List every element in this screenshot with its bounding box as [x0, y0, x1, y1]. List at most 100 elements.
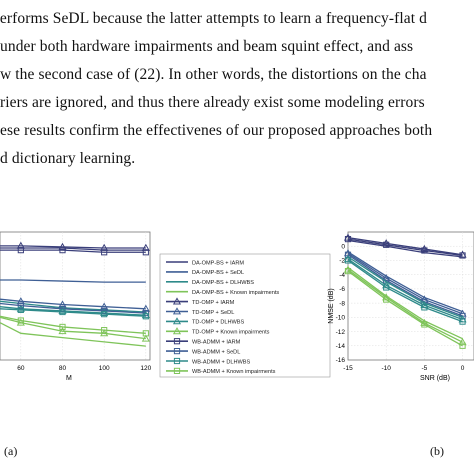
- series-line: [347, 259, 463, 323]
- series-line: [0, 245, 146, 249]
- data-point: [101, 327, 108, 334]
- x-tick-label: 0: [461, 365, 465, 372]
- y-tick-label: 0: [341, 243, 345, 250]
- data-point: [383, 284, 390, 291]
- legend-label: WB-ADMM + SeDL: [192, 349, 240, 355]
- data-point: [343, 254, 353, 262]
- data-point: [141, 310, 150, 319]
- data-point: [17, 306, 24, 313]
- legend-marker: [172, 307, 182, 315]
- data-point: [101, 311, 108, 318]
- data-point: [100, 308, 109, 316]
- series-line: [347, 267, 463, 340]
- data-point: [459, 318, 466, 325]
- data-point: [17, 302, 24, 309]
- series-line: [0, 308, 146, 317]
- series-line: [347, 254, 463, 317]
- legend-label: WB-ADMM + Known impairments: [192, 369, 276, 375]
- legend-marker: [173, 357, 181, 365]
- legend-label: TD-OMP + SeDL: [192, 310, 234, 316]
- data-point: [142, 330, 149, 337]
- legend-label: DA-OMP-BS + SeDL: [192, 270, 244, 276]
- data-point: [59, 247, 66, 254]
- x-tick-label: 100: [99, 365, 110, 372]
- paragraph-line-3: w the second case of (22). In other word…: [0, 66, 427, 83]
- data-point: [16, 318, 25, 326]
- chart-b-ylabel: NMSE (dB): [328, 288, 335, 323]
- series-line: [0, 302, 146, 314]
- data-point: [17, 247, 24, 254]
- data-point: [343, 233, 353, 241]
- data-point: [420, 244, 429, 252]
- legend-label: DA-OMP-BS + DLHWBS: [192, 280, 254, 286]
- data-point: [16, 241, 25, 249]
- x-tick-label: 80: [59, 365, 67, 372]
- data-point: [59, 308, 66, 316]
- data-point: [459, 342, 466, 349]
- chart-b-xlabel: SNR (dB): [420, 375, 450, 382]
- legend-marker: [172, 297, 182, 305]
- series-line: [347, 252, 463, 315]
- series-line: [347, 256, 463, 318]
- x-tick-label: 120: [140, 365, 151, 372]
- series-line: [0, 298, 146, 310]
- data-point: [343, 265, 353, 273]
- series-line: [347, 237, 463, 256]
- legend-label: WB-ADMM + IARM: [192, 340, 241, 346]
- series-line: [347, 269, 463, 343]
- y-tick-label: -2: [339, 258, 345, 265]
- data-point: [344, 268, 352, 275]
- data-point: [141, 334, 150, 342]
- x-tick-label: 60: [17, 365, 25, 372]
- y-tick-label: -8: [339, 300, 345, 307]
- legend-box: [159, 253, 331, 378]
- caption-b: (b): [430, 444, 444, 458]
- series-line: [347, 239, 463, 258]
- data-point: [100, 243, 109, 251]
- series-line: [0, 279, 146, 283]
- legend-label: TD-OMP + Known impairments: [192, 330, 270, 336]
- data-point: [58, 306, 67, 314]
- legend-label: WB-ADMM + DLHWBS: [192, 359, 251, 365]
- data-point: [344, 236, 352, 243]
- paragraph-line-2: under both hardware impairments and beam…: [0, 38, 414, 55]
- paragraph-line-4: riers are ignored, and thus there alread…: [0, 94, 425, 111]
- data-point: [383, 296, 390, 303]
- y-tick-label: -14: [336, 343, 346, 350]
- chart-a-frame: [0, 231, 151, 361]
- chart-b: -15 -10 -5 00-2-4-6-8-10-12-14-16 SNR (dB) …: [328, 231, 474, 382]
- series-line: [0, 322, 146, 347]
- chart-b-frame: [347, 231, 474, 361]
- series-line: [347, 251, 463, 313]
- y-tick-label: -10: [336, 315, 346, 322]
- y-tick-label: -6: [339, 286, 345, 293]
- series-line: [0, 249, 146, 253]
- data-point: [59, 323, 66, 331]
- legend: DA-OMP-BS + IARM DA-OMP-BS + SeDL DA-OMP-B…: [159, 253, 331, 378]
- legend-marker: [173, 348, 181, 355]
- paragraph-line-5: ese results confirm the effectivenes of …: [0, 122, 433, 139]
- data-point: [420, 318, 429, 326]
- y-tick-label: -4: [339, 272, 345, 279]
- series-line: [347, 258, 463, 321]
- data-point: [141, 243, 150, 251]
- legend-marker: [172, 327, 182, 335]
- chart-a: 60 80 100 120 M: [0, 231, 152, 382]
- data-point: [101, 249, 108, 256]
- series-line: [0, 316, 146, 340]
- legend-label: TD-OMP + IARM: [192, 300, 235, 306]
- data-point: [458, 338, 467, 346]
- data-point: [17, 317, 24, 324]
- data-point: [421, 304, 428, 311]
- data-point: [58, 326, 67, 335]
- caption-a: (a): [4, 444, 18, 458]
- data-point: [58, 242, 67, 250]
- data-point: [421, 321, 428, 328]
- legend-label: DA-OMP-BS + Known impairments: [192, 290, 279, 296]
- series-line: [347, 270, 463, 347]
- legend-marker: [173, 367, 181, 374]
- data-point: [458, 250, 467, 258]
- x-tick-label: -10: [381, 365, 391, 372]
- data-point: [142, 249, 149, 256]
